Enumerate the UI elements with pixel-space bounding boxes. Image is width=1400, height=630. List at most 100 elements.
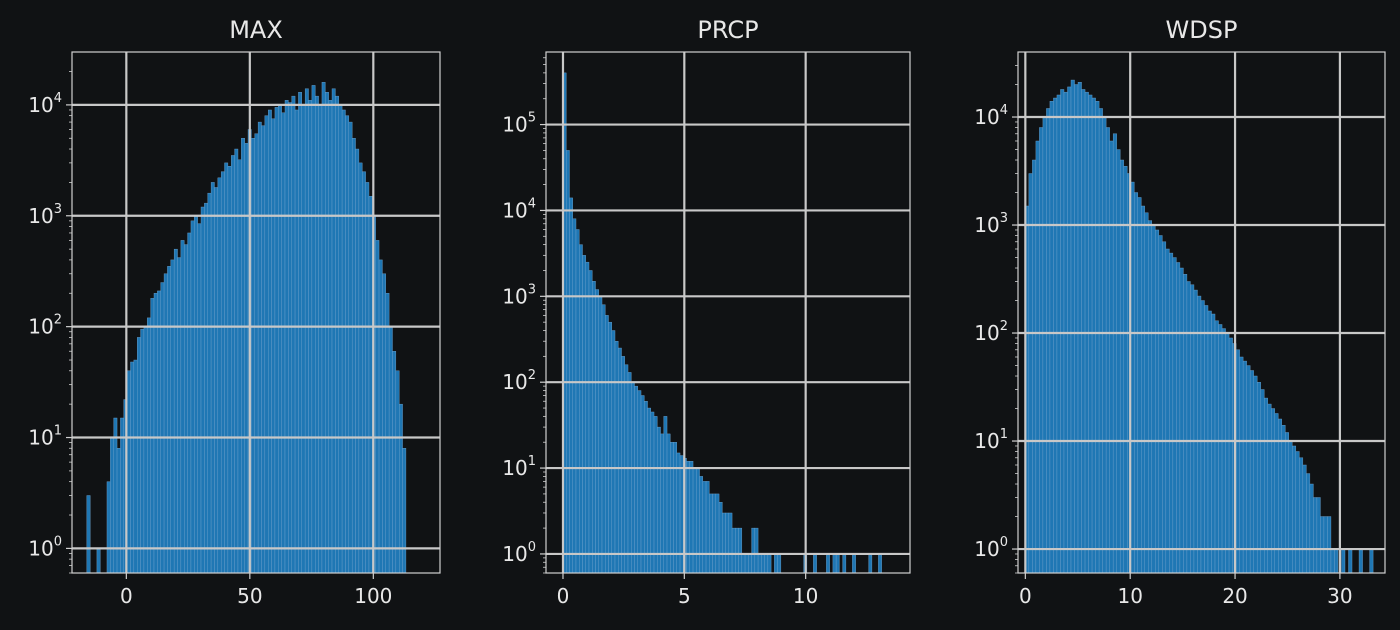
histogram-bar (210, 182, 215, 574)
histogram-bar (284, 100, 289, 574)
histogram-bar (608, 321, 612, 574)
histogram-bar (385, 293, 390, 574)
histogram-bar (1249, 370, 1254, 574)
histogram-bar (1204, 305, 1209, 574)
histogram-bar (689, 461, 694, 574)
histogram-bar (237, 159, 242, 574)
histogram-bar (767, 553, 772, 574)
axes-frame (71, 51, 441, 574)
y-tick-label: 101 (28, 424, 62, 450)
histogram-bar (1330, 548, 1335, 574)
histogram-bar (136, 337, 141, 574)
histogram-bar (315, 95, 319, 574)
histogram-bar (1123, 166, 1128, 574)
histogram-bar (170, 259, 175, 574)
y-tick-label: 103 (28, 202, 62, 228)
histogram-bar (301, 104, 306, 574)
grid (1018, 52, 1385, 573)
histogram-bar (699, 476, 704, 574)
histogram-bar (362, 171, 366, 574)
histogram-bar (725, 512, 730, 574)
histogram-bar (653, 416, 658, 574)
histogram-bar (96, 548, 101, 574)
histogram-bar (585, 261, 590, 574)
y-tick-label: 103 (502, 282, 536, 308)
histogram-bar (1242, 360, 1247, 574)
histogram-bar (318, 104, 323, 574)
histogram-bar (657, 426, 661, 574)
histogram-bar (575, 229, 580, 574)
histogram-bar (190, 220, 195, 574)
histogram-bar (868, 553, 873, 574)
histogram-bar (1186, 281, 1191, 574)
histogram-bar (328, 100, 333, 574)
histogram-bar (566, 150, 570, 574)
histogram-bar (1134, 192, 1138, 574)
histogram-bar (187, 232, 192, 574)
histogram-bar (143, 326, 148, 574)
histogram-bar (666, 433, 671, 574)
histogram-bar (1091, 97, 1096, 574)
histogram-bar (365, 182, 370, 574)
histogram-bar (1112, 133, 1117, 574)
histogram-bar (1148, 220, 1153, 574)
histogram-bar (679, 455, 684, 574)
histogram-bar (1060, 89, 1065, 574)
histogram-bar (1077, 82, 1082, 574)
histogram-bar (744, 553, 749, 574)
histogram-bar (288, 102, 292, 574)
histogram-bar (702, 481, 707, 574)
x-tick-label: 30 (1327, 584, 1352, 608)
histogram-bar (1032, 159, 1037, 574)
histogram-bar (86, 495, 91, 574)
histogram-bar (1263, 397, 1268, 574)
histogram-bar (338, 104, 343, 574)
histogram-bar (1246, 365, 1251, 574)
histogram-bar (341, 109, 346, 574)
histogram-bar (120, 417, 124, 574)
histogram-bar (110, 437, 114, 574)
histogram-bar (378, 259, 383, 574)
histogram-bar (257, 121, 262, 574)
histogram-bar (1144, 212, 1149, 574)
histogram-bar (1334, 548, 1339, 574)
histogram-bar (663, 416, 668, 574)
histogram-bar (254, 133, 259, 574)
histogram-bar (777, 553, 782, 574)
x-tick-label: 10 (793, 584, 818, 608)
histogram-bar (1158, 235, 1163, 574)
histogram-bar (774, 553, 778, 574)
histogram-bar (173, 248, 178, 574)
histogram-bar (686, 461, 690, 574)
histogram-bar (1116, 149, 1121, 574)
histogram-bar (348, 121, 353, 574)
grid (546, 52, 910, 573)
histogram-bar (1211, 313, 1216, 574)
histogram-bar (579, 244, 583, 574)
histogram-bar (696, 467, 700, 574)
y-tick-label: 100 (502, 540, 536, 566)
histogram-bar (748, 553, 752, 574)
histogram-bar (738, 527, 743, 574)
histogram-bar (1179, 267, 1184, 574)
histogram-bar (1102, 116, 1107, 574)
histogram-bar (1218, 324, 1223, 574)
histogram-bar (244, 143, 249, 574)
x-tick-label: 5 (678, 584, 691, 608)
panel-max: 0 50 100 100 101 102 103 104 MAX (28, 16, 441, 608)
histogram-bar (308, 100, 313, 574)
histogram-bar (1228, 337, 1233, 574)
histogram-bar (878, 553, 882, 574)
histogram-bar (167, 266, 171, 574)
histogram-bar (298, 92, 302, 574)
histogram-bar (163, 273, 168, 574)
histogram-bar (184, 244, 188, 574)
histogram-bar (826, 553, 830, 574)
histogram-bar (1369, 548, 1374, 574)
histogram-bar (126, 370, 131, 574)
histogram-bar (281, 112, 286, 574)
histogram-bar (601, 304, 606, 574)
histogram-bar (764, 553, 769, 574)
histogram-bar (692, 467, 697, 574)
